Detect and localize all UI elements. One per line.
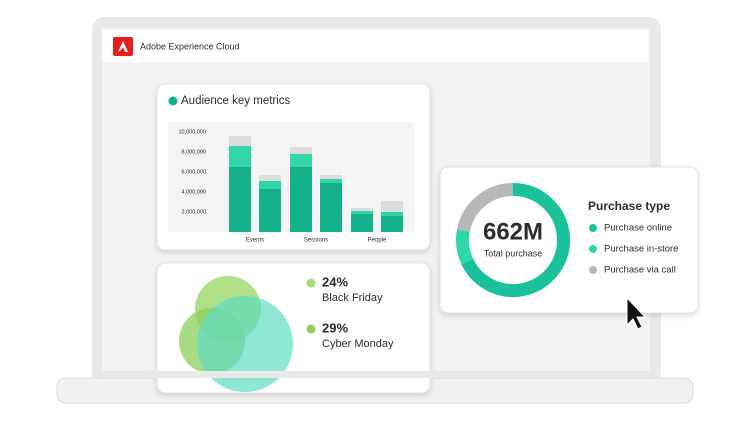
- legend-label: Purchase in-store: [604, 244, 678, 255]
- donut-segment: [456, 229, 474, 265]
- legend-label: Purchase online: [604, 223, 672, 234]
- bar-segment: [381, 216, 403, 232]
- y-tick-label: 6,000,000: [182, 169, 206, 175]
- total-label: Total purchase: [484, 248, 543, 258]
- card-title: Audience key metrics: [181, 95, 291, 107]
- item-dot: [306, 278, 316, 288]
- legend-dot: [589, 266, 597, 274]
- legend-dot: [589, 224, 597, 232]
- y-tick-label: 8,000,000: [182, 149, 206, 155]
- bar-segment: [259, 175, 281, 181]
- legend: Purchase online Purchase in-store Purchase…: [589, 223, 678, 276]
- title-dot: [168, 96, 178, 106]
- event-list: 24% Black Friday 29% Cyber Monday: [306, 274, 394, 350]
- x-tick-label: Events: [246, 238, 264, 244]
- bar-segment: [351, 214, 373, 232]
- bar-segment: [259, 181, 281, 189]
- x-tick-label: Sessions: [304, 238, 328, 244]
- bar-segment: [320, 175, 342, 179]
- logo-mark: [118, 41, 128, 52]
- app-title: Adobe Experience Cloud: [140, 41, 240, 51]
- y-tick-label: 4,000,000: [182, 189, 206, 195]
- donut-segment: [457, 183, 514, 233]
- bar-segment: [259, 189, 281, 232]
- cursor: [626, 296, 647, 330]
- bar-segment: [351, 211, 373, 214]
- item-percent: 29%: [322, 320, 348, 335]
- item-label: Black Friday: [322, 292, 383, 304]
- bar-segment: [229, 167, 251, 232]
- bar-segment: [290, 154, 312, 167]
- total-value: 662M: [483, 218, 543, 245]
- bar-segment: [320, 179, 342, 183]
- bar-segment: [229, 136, 251, 146]
- item-percent: 24%: [322, 274, 348, 289]
- legend-dot: [589, 245, 597, 253]
- legend-label: Purchase via call: [604, 265, 676, 276]
- item-label: Cyber Monday: [322, 338, 394, 350]
- header-bar: [102, 30, 648, 62]
- y-tick-label: 10,000,000: [178, 129, 206, 135]
- x-tick-label: People: [368, 238, 387, 244]
- y-tick-label: 2,000,000: [182, 209, 206, 215]
- donut-segment: [461, 183, 570, 297]
- venn-circle: [197, 296, 293, 392]
- item-dot: [306, 324, 316, 334]
- bar-segment: [290, 147, 312, 154]
- bar-segment: [229, 146, 251, 167]
- donut-chart: [456, 183, 570, 297]
- bar-segment: [290, 167, 312, 232]
- bar-segment: [320, 183, 342, 232]
- bar-chart: 2,000,000 4,000,000 6,000,000 8,000,000 10,0…: [178, 129, 403, 244]
- screen-bezel: [102, 371, 650, 378]
- bar-segment: [381, 212, 403, 216]
- legend-title: Purchase type: [588, 199, 670, 213]
- bar-segment: [381, 201, 403, 212]
- bar-segment: [351, 208, 373, 211]
